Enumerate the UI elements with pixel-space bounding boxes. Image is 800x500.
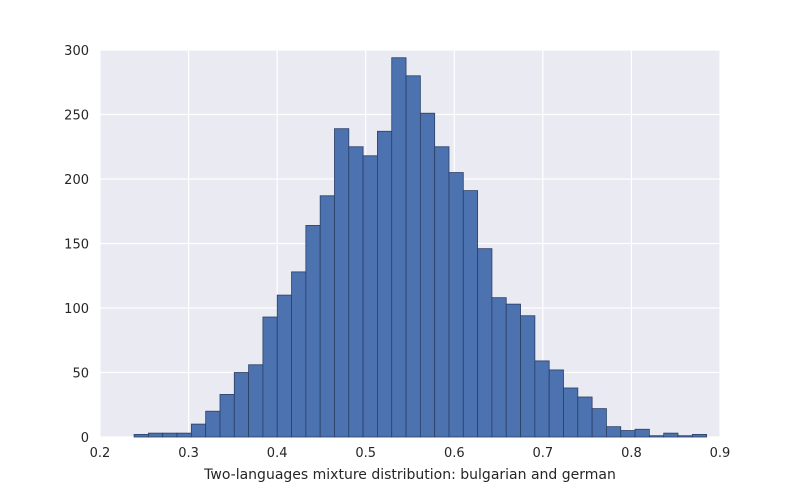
- y-tick-label: 100: [64, 302, 89, 317]
- y-tick-labels: 0 50 100 150 200 250 300: [64, 44, 89, 446]
- histogram-bar: [148, 432, 164, 438]
- histogram-bar: [577, 396, 593, 438]
- histogram-bar: [505, 303, 521, 438]
- histogram-bar: [405, 75, 421, 438]
- histogram-bar: [606, 426, 622, 438]
- histogram-bar: [434, 146, 450, 438]
- histogram-bar: [233, 372, 250, 438]
- x-tick-label: 0.9: [710, 446, 731, 461]
- histogram-bar: [620, 430, 636, 438]
- histogram-bar: [491, 297, 507, 438]
- histogram-bar: [319, 195, 335, 438]
- histogram-bar: [276, 294, 292, 438]
- histogram-bar: [419, 112, 436, 438]
- histogram-bar: [133, 434, 149, 438]
- histogram-bar: [334, 128, 350, 438]
- y-tick-label: 300: [64, 44, 89, 59]
- x-tick-label: 0.6: [444, 446, 465, 461]
- histogram-bar: [648, 435, 665, 438]
- histogram-bar: [477, 248, 493, 438]
- histogram-bar: [377, 130, 393, 438]
- histogram-bar: [262, 316, 278, 438]
- histogram-bar: [190, 423, 207, 438]
- y-tick-label: 150: [64, 238, 89, 253]
- histogram-bar: [205, 410, 221, 438]
- histogram-bar: [362, 155, 378, 438]
- x-tick-label: 0.3: [178, 446, 199, 461]
- histogram-bar: [348, 146, 364, 438]
- histogram-bar: [291, 271, 307, 438]
- histogram-bar: [677, 435, 693, 438]
- x-tick-label: 0.8: [621, 446, 642, 461]
- histogram-bar: [691, 434, 708, 438]
- histogram-bar: [663, 432, 679, 438]
- y-tick-label: 50: [72, 367, 89, 382]
- histogram-bar: [305, 225, 321, 438]
- histogram-bar: [634, 428, 650, 438]
- x-tick-label: 0.4: [267, 446, 288, 461]
- histogram-bar: [462, 190, 479, 438]
- x-tick-labels: 0.2 0.3 0.4 0.5 0.6 0.7 0.8 0.9: [90, 446, 731, 461]
- y-tick-label: 250: [64, 109, 89, 124]
- histogram-bar: [563, 387, 579, 438]
- x-tick-label: 0.2: [90, 446, 111, 461]
- histogram-bar: [520, 315, 536, 438]
- histogram-bars: [133, 57, 708, 438]
- x-tick-label: 0.7: [533, 446, 554, 461]
- histogram-bar: [176, 432, 192, 438]
- histogram-bar: [548, 369, 564, 438]
- histogram-bar: [591, 408, 607, 438]
- histogram-bar: [248, 364, 264, 438]
- x-axis-label: Two-languages mixture distribution: bulg…: [203, 467, 616, 483]
- x-tick-label: 0.5: [355, 446, 376, 461]
- y-tick-label: 0: [81, 431, 89, 446]
- histogram-bar: [534, 360, 550, 438]
- histogram-bar: [162, 432, 178, 438]
- histogram-bar: [391, 57, 407, 438]
- y-tick-label: 200: [64, 173, 89, 188]
- histogram-bar: [448, 172, 464, 438]
- histogram-bar: [219, 394, 235, 438]
